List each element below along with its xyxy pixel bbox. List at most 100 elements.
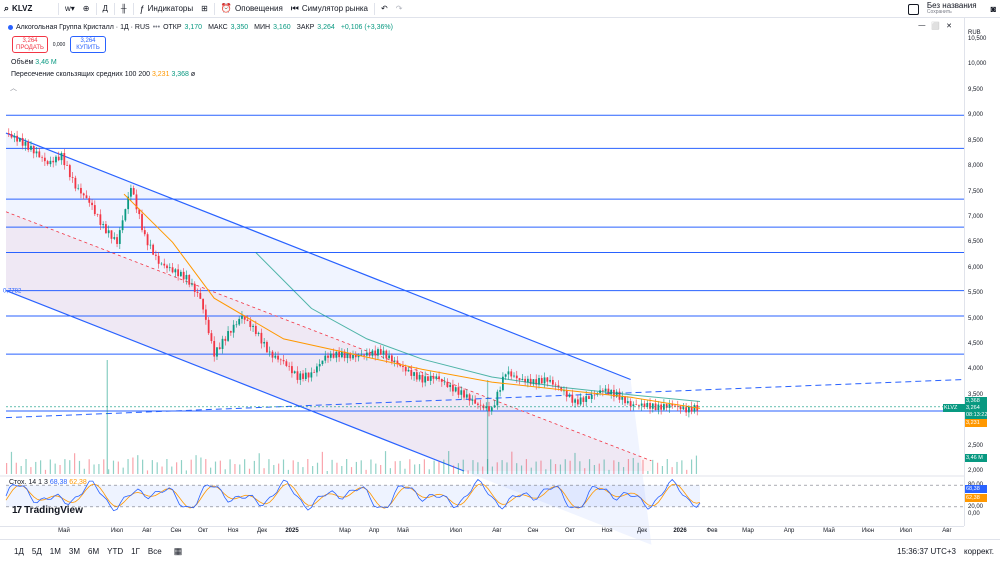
volume-bar [477, 462, 479, 474]
range-button[interactable]: 5Д [31, 546, 42, 556]
range-button[interactable]: 1М [49, 546, 61, 556]
spread-value: 0,000 [52, 41, 66, 48]
top-toolbar: ⌕ KLVZ ᴡ▾ ⊕ Д ╫ ƒ Индикаторы ⊞ ⏰ Оповеще… [0, 0, 1000, 18]
ma-cross-legend[interactable]: Пересечение скользящих средних 100 200 3… [11, 71, 195, 78]
range-button[interactable]: 1Г [131, 546, 140, 556]
volume-bar [74, 453, 76, 474]
volume-bar [244, 459, 246, 474]
high-label: МАКС [208, 24, 228, 31]
replay-button[interactable]: ⏮ Симулятор рынка [287, 0, 372, 18]
candle-body [91, 202, 93, 206]
candle-body [254, 325, 257, 334]
volume-bar [316, 462, 319, 474]
volume-bar [302, 467, 304, 474]
camera-icon[interactable]: ◙ [990, 4, 996, 14]
price-scale[interactable]: 10,500 10,000 9,500 9,000 8,500 8,000 7,500 7,0… [964, 18, 1000, 526]
candle-body [52, 160, 55, 163]
time-tick-label: 2025 [285, 528, 299, 534]
minimize-icon[interactable]: — [918, 22, 926, 29]
clock-label[interactable]: 15:36:37 UTC+3 [897, 547, 957, 556]
indicators-button[interactable]: ƒ Индикаторы [136, 0, 198, 18]
buy-button[interactable]: 3,264 КУПИТЬ [70, 36, 106, 53]
tradingview-logo[interactable]: 17 TradingView [12, 505, 83, 516]
date-range-icon[interactable]: ▦ [173, 545, 183, 556]
candle-body [635, 404, 638, 405]
close-icon[interactable]: ✕ [946, 23, 952, 30]
candle-body [676, 405, 679, 407]
candle-body [327, 355, 329, 358]
candle-body [640, 403, 643, 406]
volume-bar [287, 469, 289, 474]
candle-body [249, 320, 252, 328]
volume-bar [370, 459, 372, 474]
volume-bar [676, 461, 678, 474]
candle-body [421, 374, 424, 383]
volume-bar [418, 464, 421, 474]
chart-type-button[interactable]: ╫ [117, 0, 131, 18]
volume-bar [78, 460, 81, 474]
candle-body [452, 384, 454, 392]
layout-name-button[interactable]: Без названия Сохранить [927, 2, 977, 16]
candle-body [291, 366, 293, 374]
candle-body [515, 375, 518, 379]
time-tick-label: Ноя [601, 528, 613, 534]
volume-bar [545, 469, 547, 474]
candle-body [507, 371, 510, 375]
candle-body [38, 151, 41, 158]
candle-body [105, 224, 107, 234]
layout-icon[interactable] [907, 3, 919, 15]
symbol-search[interactable]: ⌕ KLVZ [0, 0, 56, 18]
volume-bar [292, 460, 294, 474]
range-button[interactable]: 3М [68, 546, 80, 556]
interval-button[interactable]: Д [99, 0, 112, 18]
volume-bar [564, 459, 566, 474]
range-button[interactable]: Все [147, 546, 162, 556]
candle-body [118, 230, 121, 244]
candle-body [32, 146, 35, 154]
volume-bar [6, 463, 8, 474]
compare-button[interactable]: ᴡ▾ [61, 0, 79, 18]
range-button[interactable]: 6М [88, 546, 100, 556]
volume-bar [462, 459, 464, 474]
currency-label[interactable]: RUB [968, 30, 981, 36]
candle-body [10, 133, 13, 138]
alerts-button[interactable]: ⏰ Оповещения [217, 0, 287, 18]
stochastic-legend[interactable]: Стох. 14 1 3 68,38 62,38 [9, 479, 87, 486]
time-axis[interactable]: Май Июл Авг Сен Окт Ноя Дек 2025 Мар Апр Май Июл Авг… [0, 526, 964, 539]
stochastic-d-value: 62,38 [69, 479, 87, 486]
volume-bar [142, 459, 144, 474]
market-status-icon [8, 25, 13, 30]
maximize-icon[interactable]: ⬜ [931, 23, 941, 30]
ma200-value: 3,368 [171, 71, 189, 78]
range-button[interactable]: 1Д [14, 546, 24, 556]
candle-body [443, 381, 446, 383]
candle-body [130, 188, 132, 197]
candle-body [304, 372, 307, 379]
candle-body [224, 338, 227, 341]
volume-bar [486, 459, 489, 474]
add-symbol-button[interactable]: ⊕ [79, 0, 94, 18]
undo-button[interactable]: ↶ [377, 0, 392, 18]
volume-legend[interactable]: Объём 3,46 M [11, 59, 57, 66]
redo-button[interactable]: ↷ [392, 0, 407, 18]
candle-body [307, 372, 310, 378]
osc-tick-label: 20,00 [968, 503, 984, 510]
candle-body [116, 237, 118, 244]
sell-button[interactable]: 3,264 ПРОДАТЬ [12, 36, 48, 53]
candle-body [538, 378, 540, 385]
candle-body [463, 390, 465, 398]
time-tick-label: Сен [527, 528, 539, 534]
time-tick-label: Ноя [227, 528, 239, 534]
volume-label: Объём [11, 59, 34, 66]
candle-body [582, 397, 585, 402]
legend-collapse-icon[interactable]: ︿ [10, 85, 17, 92]
volume-bar [15, 462, 17, 474]
volume-bar [516, 463, 518, 474]
range-button[interactable]: YTD [107, 546, 124, 556]
adjust-label[interactable]: коррект. [964, 547, 994, 556]
volume-bar [268, 459, 270, 474]
candle-body [207, 319, 210, 334]
candle-body [385, 350, 388, 359]
templates-button[interactable]: ⊞ [197, 0, 212, 18]
